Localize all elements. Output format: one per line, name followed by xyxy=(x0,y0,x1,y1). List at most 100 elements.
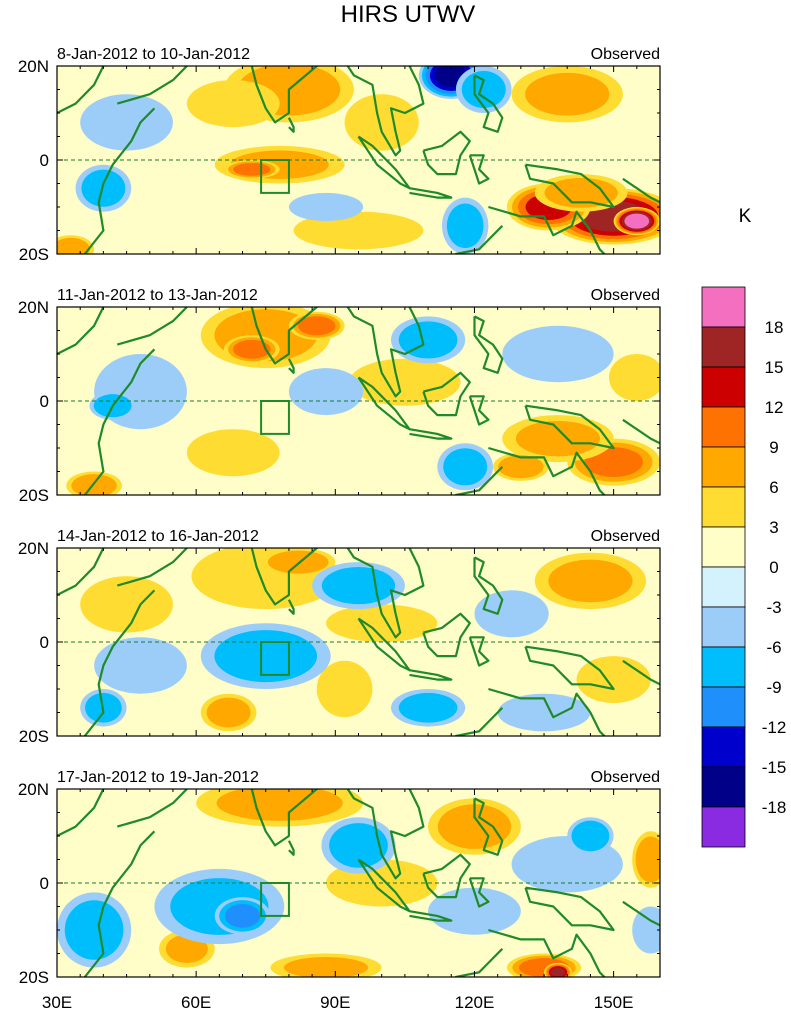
panel-right-label: Observed xyxy=(591,769,660,786)
colorbar-swatch xyxy=(701,286,746,328)
anomaly-contour xyxy=(233,339,271,359)
x-tick-label: 30E xyxy=(42,993,72,1012)
colorbar-swatch xyxy=(701,766,746,808)
coastline xyxy=(453,466,504,495)
coastline xyxy=(83,348,156,495)
coastline xyxy=(622,177,660,204)
coastline xyxy=(453,948,504,977)
coastline xyxy=(409,669,453,681)
coastline xyxy=(488,687,606,736)
anomaly-contour xyxy=(502,325,614,383)
anomaly-contour xyxy=(57,237,90,254)
coastline xyxy=(473,556,504,615)
colorbar-swatch xyxy=(701,446,746,488)
anomaly-contour xyxy=(267,550,329,574)
coastline xyxy=(468,636,490,667)
coastlines xyxy=(57,789,660,977)
anomaly-contour xyxy=(283,956,369,977)
coastline xyxy=(453,225,504,254)
coastline xyxy=(422,130,471,176)
anomaly-contour xyxy=(80,94,173,151)
coastline xyxy=(524,886,615,932)
anomaly-contour xyxy=(81,169,126,207)
coastline xyxy=(249,66,320,124)
anomaly-contour xyxy=(288,192,364,222)
panel-right-label: Observed xyxy=(591,46,660,63)
colorbar-tick-label: 6 xyxy=(769,478,778,497)
coastline xyxy=(453,707,504,736)
coastlines xyxy=(57,307,660,495)
coastline xyxy=(422,612,471,658)
colorbar-swatch xyxy=(701,806,746,848)
reference-box xyxy=(260,882,290,917)
colorbar-tick-label: -12 xyxy=(762,718,787,737)
coastline xyxy=(249,789,320,847)
anomaly-field xyxy=(57,789,660,977)
reference-box xyxy=(260,641,290,676)
x-tick-label: 120E xyxy=(455,993,495,1012)
coastline xyxy=(346,548,425,639)
anomaly-contour xyxy=(474,590,549,638)
coastline xyxy=(409,910,453,922)
colorbar-tick-label: -6 xyxy=(766,638,781,657)
x-tick-label: 150E xyxy=(594,993,634,1012)
anomaly-contour xyxy=(349,358,461,406)
coastline xyxy=(249,548,320,606)
colorbar-tick-label: 0 xyxy=(769,558,778,577)
anomaly-contour xyxy=(550,967,565,977)
coastline xyxy=(83,830,156,977)
anomaly-contour xyxy=(64,900,124,960)
panels-group: 8-Jan-2012 to 10-Jan-2012 Observed 20N 0 20S… xyxy=(18,46,661,987)
anomaly-contour xyxy=(632,906,660,954)
panel-right-label: Observed xyxy=(591,287,660,304)
y-tick-label: 20N xyxy=(18,298,49,317)
anomaly-contour xyxy=(214,630,318,683)
colorbar-tick-label: -3 xyxy=(766,598,781,617)
coastlines xyxy=(57,66,660,254)
anomaly-contour xyxy=(624,213,650,229)
coastline xyxy=(422,371,471,417)
reference-box xyxy=(260,400,290,435)
y-tick-label: 0 xyxy=(40,633,49,652)
coastline xyxy=(524,163,615,209)
coastline xyxy=(116,548,188,587)
panel-date-label: 17-Jan-2012 to 19-Jan-2012 xyxy=(57,769,259,786)
reference-box xyxy=(260,159,290,194)
anomaly-contour xyxy=(461,70,506,109)
anomaly-contour xyxy=(446,203,484,249)
coastline xyxy=(57,307,105,355)
coastline xyxy=(249,307,320,365)
anomaly-contour xyxy=(233,163,271,176)
y-tick-label: 20S xyxy=(19,727,49,746)
colorbar-swatch xyxy=(701,366,746,408)
x-tick-label: 90E xyxy=(320,993,350,1012)
y-tick-label: 20N xyxy=(18,539,49,558)
chart-title: HIRS UTWV xyxy=(341,1,476,28)
colorbar-swatch xyxy=(701,726,746,768)
coastline xyxy=(346,66,425,157)
anomaly-field xyxy=(57,548,660,736)
colorbar-tick-label: 15 xyxy=(765,358,784,377)
map-panel-1: 8-Jan-2012 to 10-Jan-2012 Observed 20N 0 20S xyxy=(18,46,661,264)
coastline xyxy=(524,645,615,691)
panel-right-label: Observed xyxy=(591,528,660,545)
colorbar-swatch xyxy=(701,326,746,368)
coastline xyxy=(287,599,295,615)
colorbar-tick-label: 12 xyxy=(765,398,784,417)
colorbar-swatch xyxy=(701,606,746,648)
anomaly-contour xyxy=(398,692,458,723)
map-panel-2: 11-Jan-2012 to 13-Jan-2012 Observed 20N 0 20… xyxy=(18,287,661,505)
coastline xyxy=(488,205,606,254)
coastline xyxy=(83,589,156,736)
coastline xyxy=(622,659,660,686)
y-tick-label: 20N xyxy=(18,780,49,799)
y-tick-label: 20S xyxy=(19,486,49,505)
coastline xyxy=(488,928,606,977)
colorbar-tick-label: 3 xyxy=(769,518,778,537)
anomaly-contour xyxy=(548,559,633,603)
colorbar-swatch xyxy=(701,566,746,608)
coastline xyxy=(524,404,615,450)
coastline xyxy=(409,428,453,440)
anomaly-contour xyxy=(544,178,618,208)
